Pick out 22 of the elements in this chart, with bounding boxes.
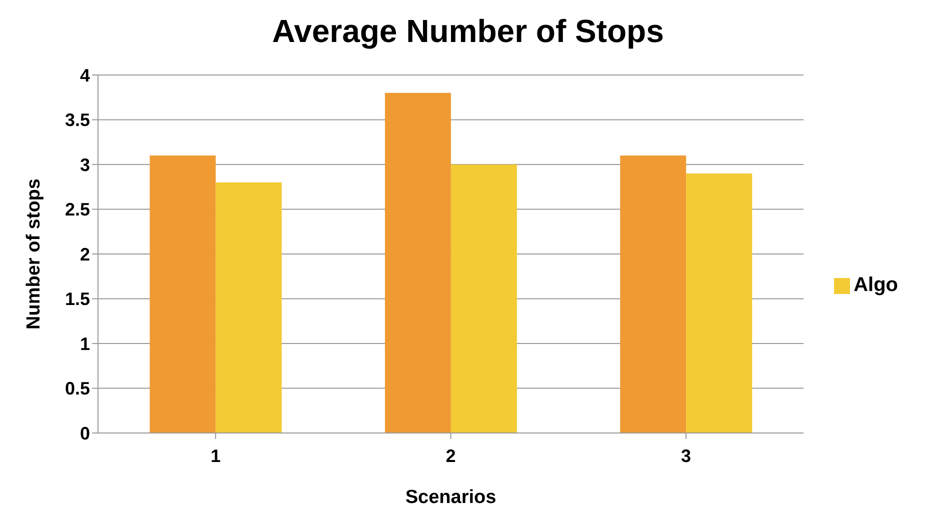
- chart-title: Average Number of Stops: [271, 12, 665, 51]
- y-tick-label: 3.5: [64, 110, 90, 130]
- y-tick-label: 4: [80, 65, 90, 86]
- legend-label: Algo: [854, 274, 898, 296]
- y-tick-label: 2.5: [64, 200, 90, 220]
- x-tick-label: 2: [446, 446, 456, 466]
- bar: [216, 182, 282, 433]
- x-axis-title: Scenarios: [405, 487, 496, 508]
- y-tick-label: 3: [80, 154, 90, 175]
- bar: [450, 164, 517, 433]
- bar: [150, 156, 216, 433]
- y-tick-label: 1: [80, 334, 90, 354]
- y-axis-title: Number of stops: [24, 178, 45, 330]
- bar: [620, 156, 686, 433]
- bar: [686, 173, 752, 433]
- x-tick-label: 1: [210, 446, 221, 466]
- x-tick-label: 3: [680, 446, 691, 466]
- y-tick-label: 0.5: [64, 378, 90, 399]
- y-tick-label: 0: [80, 423, 90, 444]
- y-tick-label: 2: [80, 244, 90, 264]
- y-tick-label: 1.5: [64, 289, 90, 310]
- bar: [384, 92, 451, 433]
